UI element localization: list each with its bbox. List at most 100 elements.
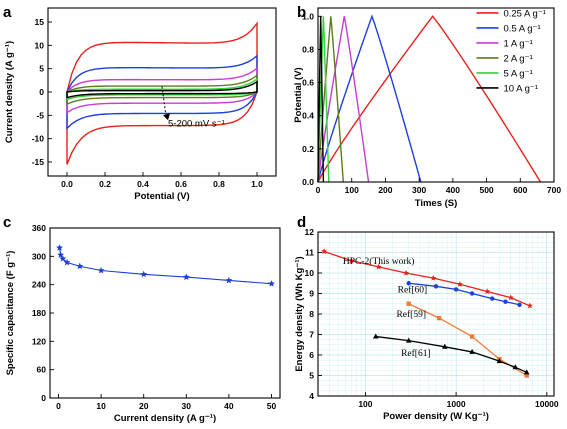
panel-b-legend-label: 0.5 A g⁻¹ (503, 23, 540, 34)
panel-d-triangle-marker (372, 333, 379, 339)
panel-b-y-axis-label: Potential (V) (293, 67, 304, 122)
panel-a-x-tick-label: 1.0 (251, 179, 263, 189)
panel-d-series-label: HPC-2(This work) (343, 256, 415, 267)
panel-d-circle-marker (503, 299, 508, 304)
panel-letter-a: a (3, 4, 12, 21)
panel-d-square-marker (436, 315, 442, 321)
panel-b-x-tick-label: 400 (446, 185, 460, 195)
panel-c-y-tick-label: 60 (37, 365, 47, 375)
panel-a-y-tick-label: -10 (32, 134, 45, 144)
panel-b-legend-label: 5 A g⁻¹ (503, 68, 532, 79)
panel-d-star-marker (507, 294, 514, 301)
panel-c-star-marker (182, 273, 190, 281)
panel-c-y-axis-label: Specific capacitance (F g⁻¹) (5, 251, 16, 376)
panel-d-circle-marker (406, 281, 411, 286)
panel-d-circle-marker (517, 302, 522, 307)
panel-d-y-tick-label: 7 (309, 330, 314, 340)
panel-d-y-tick-label: 6 (309, 350, 314, 360)
panel-d-star-marker (321, 248, 328, 255)
panel-b-x-tick-label: 500 (479, 185, 493, 195)
panel-d-x-axis-label: Power density (W Kg⁻¹) (383, 411, 489, 422)
panel-b-legend-label: 2 A g⁻¹ (503, 53, 532, 64)
panel-d-series-labels: HPC-2(This work) Ref[60] Ref[59] Ref[61] (343, 256, 431, 359)
panel-c-series (56, 244, 275, 287)
panel-d-star-marker (430, 274, 437, 281)
panel-d-circle-marker (453, 287, 459, 292)
panel-c-star-marker (63, 258, 71, 266)
panel-c-y-tick-label: 360 (32, 223, 46, 233)
panel-d-line-black (375, 335, 527, 374)
panel-c-star-marker (97, 266, 105, 274)
panel-a-y-axis-label: Current density (A g⁻¹) (4, 41, 15, 143)
panel-d-triangle-marker (512, 364, 519, 370)
panel-d-x-tick-label: 100 (358, 399, 372, 409)
panel-d-star-marker (348, 257, 355, 264)
panel-d-triangle-marker (523, 369, 530, 375)
panel-c-y-tick-label: 240 (32, 280, 46, 290)
panel-b-gcd-curve-blue (317, 14, 422, 183)
panel-a-x-tick-label: 0.8 (213, 179, 225, 189)
panel-a-x-tick-label: 0.6 (175, 179, 187, 189)
panel-a-curves (66, 21, 258, 165)
panel-d-triangle-marker (469, 348, 475, 354)
panel-b-y-tick-label: 0.4 (302, 111, 314, 121)
panel-b-y-tick-label: 1.0 (302, 11, 314, 21)
panel-c-x-tick-label: 30 (182, 401, 192, 411)
panel-d-square-marker (469, 334, 475, 339)
panel-d-star-marker (375, 263, 382, 270)
panel-a-y-tick-label: 5 (39, 64, 44, 74)
panel-d-square-marker (406, 301, 411, 306)
panel-d-circle-marker (490, 296, 495, 301)
panel-b-x-axis-label: Times (S) (415, 198, 458, 209)
panel-b-x-tick-label: 100 (345, 185, 359, 195)
panel-b-legend-label: 1 A g⁻¹ (503, 38, 532, 49)
panel-b-x-tick-label: 600 (513, 185, 527, 195)
panel-b-y-tick-label: 0.2 (302, 144, 314, 154)
panel-b-ticks: 0 100 200 300 400 500 600 700 0.0 0.2 0.4 0.6 0.8 1.0 (302, 11, 561, 195)
panel-a-x-tick-label: 0.2 (99, 179, 111, 189)
panel-b-gcd-curve-red (317, 15, 542, 183)
panel-c-y-tick-label: 300 (32, 251, 46, 261)
panel-a-y-tick-label: 15 (35, 17, 45, 27)
panel-c-x-tick-label: 10 (96, 401, 106, 411)
panel-d-x-tick-label: 1000 (447, 399, 466, 409)
panel-d-y-tick-label: 4 (309, 391, 314, 401)
panel-c-ticks: 0 10 20 30 40 50 0 60 120 180 240 300 360 (32, 223, 277, 411)
panel-b-gcd-curve-green (317, 16, 330, 183)
panel-a-y-tick-label: -5 (36, 110, 44, 120)
panel-d-star-marker (402, 269, 410, 276)
panel-d-star-marker (456, 281, 463, 287)
panel-letter-c: c (3, 214, 11, 231)
panel-b-x-tick-label: 700 (547, 185, 561, 195)
panel-a-scan-rate-annotation: 5-200 mV s⁻¹ (168, 119, 225, 130)
panel-d-square-marker (524, 373, 529, 378)
panel-a-y-tick-label: 10 (35, 40, 45, 50)
panel-b-gcd-plot: 0 100 200 300 400 500 600 700 0.0 0.2 0.4 0.6 0.8 1.0… (293, 7, 561, 209)
panel-d-y-tick-label: 12 (305, 227, 315, 237)
panel-c-x-tick-label: 20 (139, 401, 149, 411)
panel-b-legend-label: 10 A g⁻¹ (503, 83, 538, 94)
panel-d-y-axis-label: Energy density (Wh Kg⁻¹) (294, 256, 305, 371)
panel-c-star-marker (268, 280, 275, 287)
panel-d-series (321, 248, 533, 378)
panel-a-x-tick-label: 0.4 (137, 179, 149, 189)
panel-c-star-marker (140, 270, 148, 278)
panel-a-y-tick-label: 0 (39, 87, 44, 97)
panel-d-y-tick-label: 10 (305, 268, 315, 278)
panel-d-triangle-marker (441, 343, 448, 349)
panel-a-cv-curve-black (66, 80, 258, 99)
panel-b-legend: 0.25 A g⁻¹ 0.5 A g⁻¹ 1 A g⁻¹ 2 A g⁻¹ 5 A g⁻¹… (476, 8, 546, 94)
panel-a-ticks: 0.0 0.2 0.4 0.6 0.8 1.0 -15 -10 -5 0 5 10 15 (32, 17, 263, 189)
panel-a-y-tick-label: -15 (32, 157, 45, 167)
panel-b-x-tick-label: 200 (378, 185, 392, 195)
panel-d-ragone-plot: 100 1000 10000 4 5 6 7 8 9 10 11 12 HPC-2(This work… (294, 227, 559, 422)
panel-a-cv-plot: 0.0 0.2 0.4 0.6 0.8 1.0 -15 -10 -5 0 5 10 15 Potenti… (4, 7, 277, 202)
panel-c-y-tick-label: 180 (32, 308, 46, 318)
panel-c-y-tick-label: 120 (32, 336, 46, 346)
panel-b-x-tick-label: 300 (412, 185, 426, 195)
panel-b-frame (317, 7, 555, 183)
panel-c-x-tick-label: 50 (267, 401, 277, 411)
panel-b-legend-label: 0.25 A g⁻¹ (503, 8, 546, 19)
panel-c-x-tick-label: 0 (56, 401, 61, 411)
